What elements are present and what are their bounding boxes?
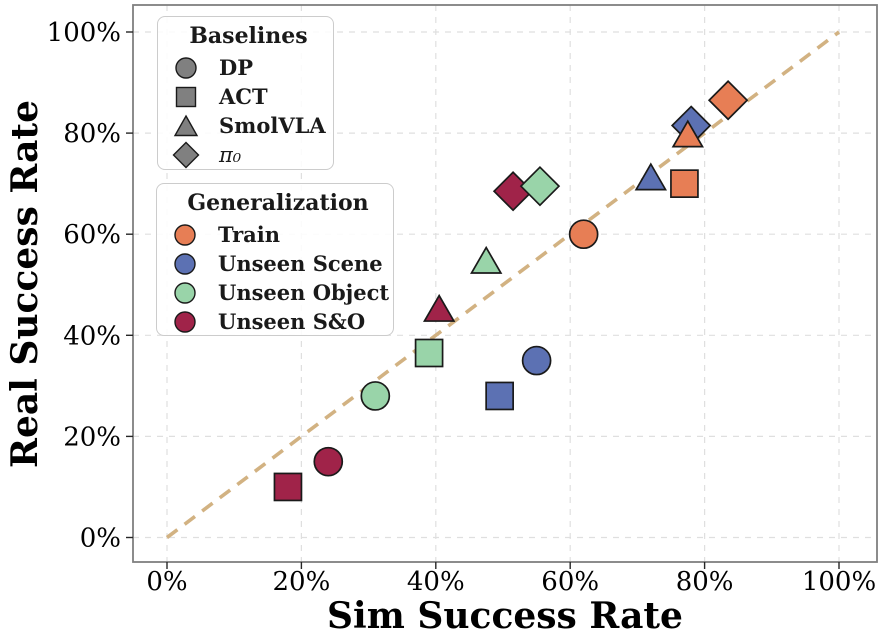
- legend-item-unseen-scene: Unseen Scene: [171, 249, 385, 278]
- unseen-object-color-dot-icon: [174, 281, 196, 304]
- x-tick-label: 100%: [802, 567, 876, 597]
- legend-label-smolvla: SmolVLA: [219, 113, 326, 138]
- y-tick-label: 100%: [47, 18, 121, 48]
- train-color-dot-icon: [174, 223, 196, 246]
- triangle-marker-icon: [173, 114, 199, 136]
- legend-baselines-title: Baselines: [189, 23, 308, 49]
- point-act-train: [670, 169, 699, 198]
- x-tick-label: 80%: [676, 567, 734, 597]
- y-axis-label: Real Success Rate: [4, 100, 47, 468]
- legend-label-pi0: π₀: [219, 142, 242, 167]
- point-act-unseen-scene: [485, 381, 514, 411]
- point-dp-unseen-object: [360, 381, 391, 411]
- legend-generalization-title: Generalization: [187, 190, 369, 216]
- legend-item-act: ACT: [172, 82, 325, 111]
- legend-item-pi0: π₀: [172, 140, 325, 169]
- point-pi0-train: [707, 80, 749, 121]
- legend-item-unseen-object: Unseen Object: [171, 278, 389, 307]
- legend-label-unseen-so: Unseen S&O: [218, 309, 366, 334]
- legend-baselines: Baselines DP ACT SmolVLA π₀: [157, 16, 334, 170]
- legend-item-dp: DP: [172, 53, 325, 82]
- legend-item-unseen-so: Unseen S&O: [171, 307, 385, 336]
- x-tick-label: 20%: [273, 567, 331, 597]
- identity-line: [165, 30, 841, 539]
- x-tick-label: 0%: [146, 567, 187, 597]
- y-tick-label: 0%: [80, 524, 121, 554]
- y-tick-label: 60%: [63, 220, 121, 250]
- y-tick-label: 40%: [63, 321, 121, 351]
- legend-item-smolvla: SmolVLA: [172, 111, 326, 140]
- legend-item-train: Train: [171, 220, 385, 249]
- point-act-unseen-so: [273, 472, 303, 502]
- plot-border: [132, 4, 878, 563]
- square-marker-icon: [175, 86, 197, 107]
- legend-label-dp: DP: [219, 55, 254, 80]
- legend-label-unseen-object: Unseen Object: [218, 280, 390, 305]
- legend-label-unseen-scene: Unseen Scene: [218, 251, 383, 276]
- y-tick-label: 80%: [63, 119, 121, 149]
- unseen-scene-color-dot-icon: [174, 252, 196, 275]
- legend-label-train: Train: [218, 222, 281, 247]
- point-smolvla-unseen-object: [470, 245, 503, 274]
- point-act-unseen-object: [414, 338, 444, 368]
- legend-label-act: ACT: [219, 84, 268, 109]
- point-dp-unseen-scene: [521, 345, 552, 376]
- legend-generalization: Generalization Train Unseen Scene Unseen…: [156, 183, 394, 336]
- circle-marker-icon: [175, 56, 197, 79]
- x-tick-label: 40%: [407, 567, 465, 597]
- point-smolvla-unseen-so: [422, 293, 456, 322]
- x-tick-label: 60%: [541, 567, 599, 597]
- point-dp-unseen-so: [313, 446, 344, 477]
- x-axis-label: Sim Success Rate: [327, 595, 683, 637]
- point-dp-train: [568, 219, 599, 250]
- point-smolvla-train: [671, 119, 704, 148]
- diamond-marker-icon: [172, 141, 200, 168]
- unseen-so-color-dot-icon: [174, 310, 196, 333]
- point-smolvla-unseen-scene: [634, 162, 668, 191]
- point-pi0-unseen-object: [519, 165, 561, 207]
- y-tick-label: 20%: [63, 422, 121, 452]
